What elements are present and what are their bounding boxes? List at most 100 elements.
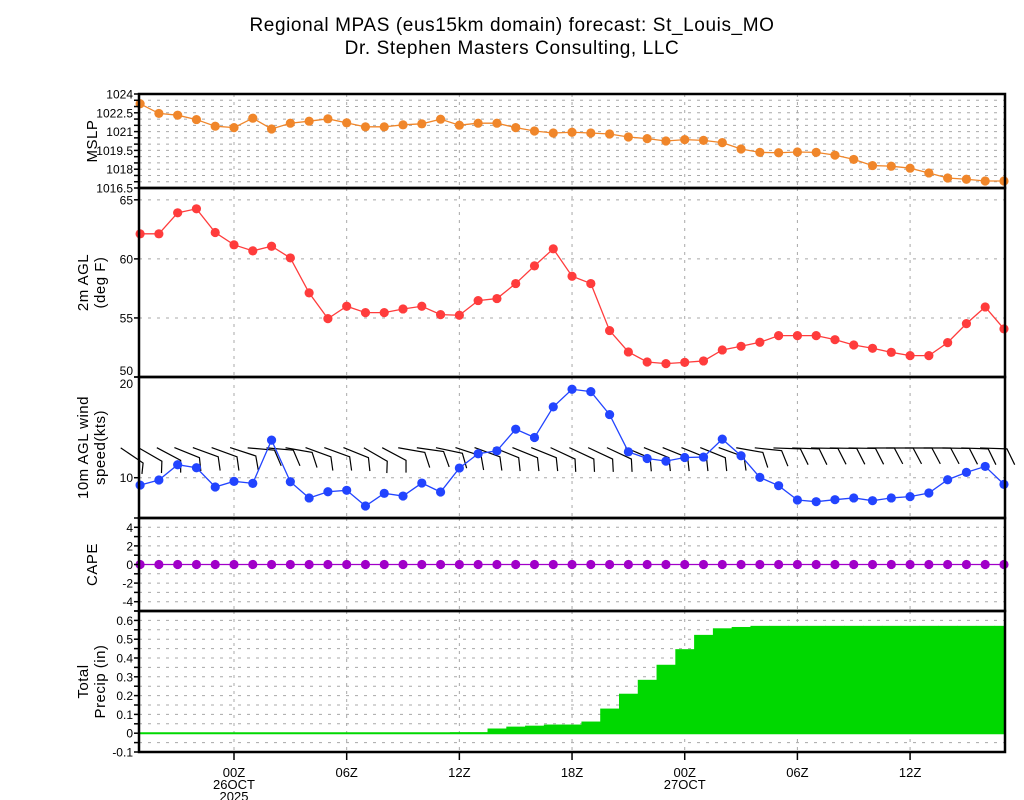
wind-barb <box>192 447 221 471</box>
mslp-ytick-label: 1018 <box>106 163 133 177</box>
wind-data-point <box>248 478 258 488</box>
temp-axis-label: 2m AGL <box>75 254 92 311</box>
precip-bar <box>806 625 827 734</box>
cape-data-point <box>398 559 408 570</box>
xtick-label: 00Z <box>674 765 696 780</box>
mslp-data-point <box>435 114 446 124</box>
mslp-data-point <box>473 118 483 128</box>
wind-data-point <box>755 472 765 483</box>
temp-data-point <box>304 288 314 298</box>
cape-data-point <box>154 559 164 570</box>
precip-bar <box>938 625 958 734</box>
cape-data-point <box>417 559 427 570</box>
temp-data-point <box>642 357 652 367</box>
wind-data-point <box>717 434 727 444</box>
wind-data-point <box>567 384 577 394</box>
temp-data-point <box>661 359 671 369</box>
mslp-data-point <box>191 114 202 125</box>
mslp-data-point <box>661 136 671 146</box>
cape-data-point <box>924 559 934 570</box>
mslp-data-point <box>323 114 333 124</box>
wind-data-point <box>980 461 990 472</box>
wind-data-point <box>943 475 953 485</box>
wind-barb <box>381 447 407 473</box>
wind-barb <box>211 447 240 471</box>
wind-barb <box>736 447 769 468</box>
wind-barb <box>979 447 1016 465</box>
chart-title: Regional MPAS (eus15km domain) forecast:… <box>249 15 774 36</box>
wind-data-point <box>586 387 596 397</box>
precip-bar <box>694 634 714 734</box>
cape-data-point <box>473 559 483 570</box>
temp-data-point <box>792 331 803 341</box>
cape-ytick-label: -2 <box>122 577 133 591</box>
mslp-data-point <box>548 128 558 138</box>
mslp-data-point <box>567 127 577 137</box>
wind-data-point <box>492 446 502 456</box>
mslp-data-point <box>454 120 464 130</box>
temp-data-point <box>623 347 633 357</box>
cape-axis-label: CAPE <box>84 543 101 586</box>
precip-bar <box>487 728 507 734</box>
cape-data-point <box>586 559 596 570</box>
cape-data-point <box>173 559 183 570</box>
cape-ytick-label: -4 <box>122 595 133 609</box>
cape-data-point <box>304 559 314 570</box>
mslp-data-point <box>961 174 972 184</box>
cape-data-point <box>755 559 765 570</box>
temp-data-point <box>417 301 427 311</box>
temp-data-point <box>961 319 972 329</box>
mslp-data-point <box>642 134 652 144</box>
precip-bar <box>863 625 883 734</box>
precip-bar <box>844 625 864 734</box>
temp-ytick-label: 60 <box>120 252 134 266</box>
cape-data-point <box>642 559 652 570</box>
mslp-data-point <box>736 144 746 154</box>
temp-data-point <box>736 341 746 351</box>
wind-data-point <box>905 492 915 502</box>
mslp-data-point <box>755 147 765 158</box>
cape-data-point <box>454 559 464 570</box>
temp-data-point <box>886 347 896 357</box>
cape-ytick-label: 0 <box>126 558 133 572</box>
mslp-data-point <box>924 168 934 178</box>
temp-ytick-label: 65 <box>120 193 134 207</box>
data-layer <box>120 99 1016 735</box>
precip-ytick-label: 0.5 <box>116 633 133 647</box>
temp-data-point <box>905 351 915 361</box>
wind-barb <box>810 447 847 465</box>
mslp-data-point <box>154 108 164 119</box>
wind-barb <box>474 447 503 471</box>
wind-barb <box>773 447 809 465</box>
wind-data-point <box>229 476 239 486</box>
wind-ytick-label: 20 <box>120 377 134 391</box>
wind-barb <box>398 447 431 468</box>
mslp-data-point <box>680 135 690 145</box>
wind-data-point <box>736 451 746 461</box>
mslp-ytick-label: 1019.5 <box>96 144 133 158</box>
cape-data-point <box>360 559 371 570</box>
cape-data-point <box>248 559 258 570</box>
wind-axis-label: speed(kts) <box>92 410 109 485</box>
mslp-data-point <box>173 110 183 120</box>
mslp-data-point <box>886 161 896 171</box>
temp-data-point <box>285 253 295 263</box>
cape-data-point <box>266 559 277 570</box>
mslp-data-point <box>360 122 371 132</box>
temp-data-point <box>210 227 220 238</box>
temp-data-point <box>492 293 502 304</box>
temp-data-point <box>323 314 333 324</box>
wind-data-point <box>849 493 859 503</box>
mslp-data-point <box>417 119 427 129</box>
wind-barb <box>247 447 282 467</box>
frame-layer <box>134 92 1007 760</box>
wind-barb <box>587 447 614 472</box>
temp-data-point <box>943 338 953 348</box>
precip-bar <box>919 625 939 734</box>
temp-data-point <box>154 229 164 239</box>
temp-data-point <box>849 340 859 350</box>
precip-bar <box>637 679 658 734</box>
temp-ytick-label: 50 <box>120 364 134 378</box>
temp-data-point <box>548 244 558 254</box>
wind-data-point <box>642 453 652 464</box>
